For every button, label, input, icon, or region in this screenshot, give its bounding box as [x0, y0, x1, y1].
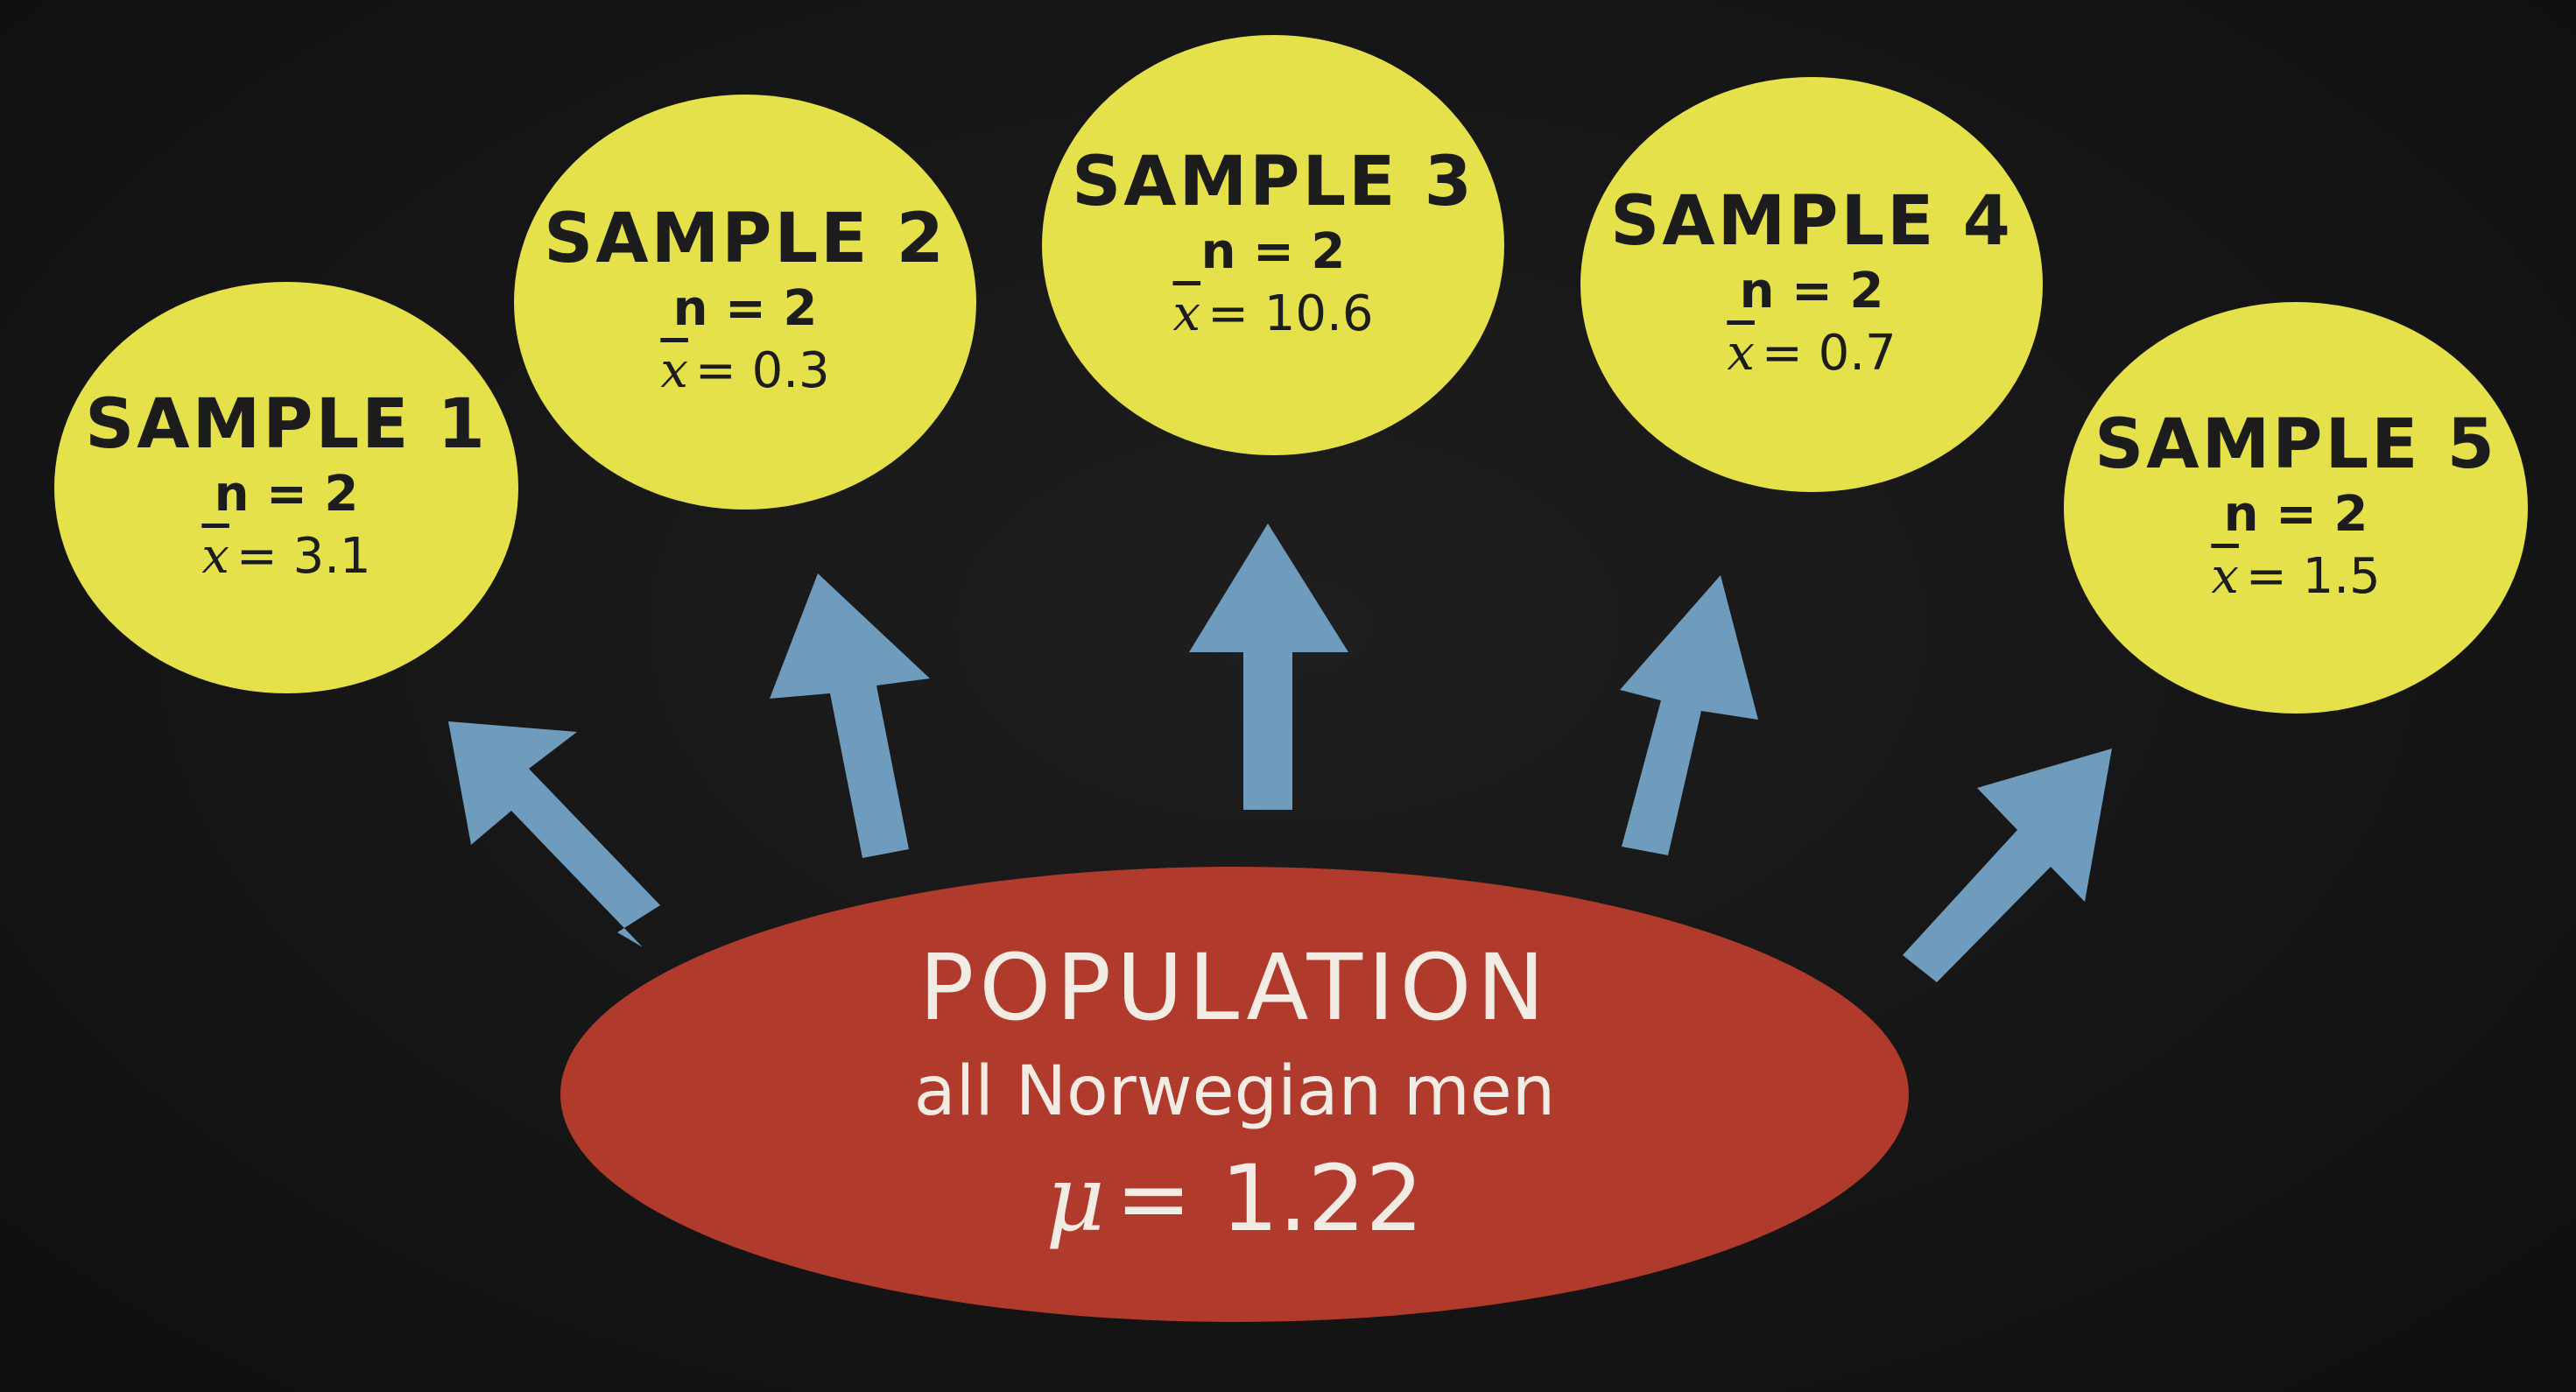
sample-3-mean: x = 10.6	[1172, 285, 1373, 343]
sample-3-title: SAMPLE 3	[1072, 142, 1475, 221]
sample-2-mean-value: = 0.3	[694, 342, 830, 400]
xbar-symbol: x	[201, 528, 229, 586]
sample-2-circle: SAMPLE 2 n = 2 x = 0.3	[514, 95, 976, 510]
sample-3-n: n = 2	[1200, 222, 1346, 280]
population-ellipse: POPULATION all Norwegian men μ = 1.22	[560, 867, 1909, 1322]
xbar-symbol: x	[2211, 548, 2239, 606]
sample-2-title: SAMPLE 2	[544, 199, 947, 278]
arrow-to-sample-4	[1620, 575, 1758, 855]
sample-4-n: n = 2	[1739, 262, 1884, 320]
population-mean-value: = 1.22	[1115, 1144, 1424, 1252]
sample-5-circle: SAMPLE 5 n = 2 x = 1.5	[2064, 302, 2528, 714]
population-subtitle: all Norwegian men	[913, 1051, 1556, 1131]
sample-4-mean-value: = 0.7	[1761, 325, 1897, 383]
sample-1-mean-value: = 3.1	[236, 528, 371, 586]
xbar-symbol: x	[1172, 285, 1201, 343]
arrow-to-sample-5	[1903, 749, 2112, 982]
sample-1-n: n = 2	[214, 465, 359, 523]
population-title: POPULATION	[918, 934, 1551, 1042]
xbar-symbol: x	[1727, 325, 1755, 383]
sample-1-circle: SAMPLE 1 n = 2 x = 3.1	[54, 282, 518, 693]
population-mean: μ = 1.22	[1045, 1142, 1423, 1255]
sample-4-title: SAMPLE 4	[1610, 181, 2013, 261]
sample-4-mean: x = 0.7	[1727, 324, 1896, 383]
sample-4-circle: SAMPLE 4 n = 2 x = 0.7	[1580, 77, 2043, 492]
sample-1-mean: x = 3.1	[201, 527, 370, 586]
sample-1-title: SAMPLE 1	[85, 384, 488, 464]
xbar-symbol: x	[660, 342, 688, 400]
arrow-to-sample-3	[1189, 524, 1348, 810]
sample-5-mean-value: = 1.5	[2245, 548, 2381, 606]
sample-5-title: SAMPLE 5	[2094, 404, 2497, 484]
sample-3-mean-value: = 10.6	[1207, 285, 1374, 343]
arrow-to-sample-2	[770, 573, 930, 858]
mu-symbol: μ	[1045, 1144, 1105, 1252]
sample-2-mean: x = 0.3	[660, 341, 829, 400]
sample-5-mean: x = 1.5	[2211, 547, 2380, 606]
arrow-to-sample-1	[448, 721, 660, 947]
sample-3-circle: SAMPLE 3 n = 2 x = 10.6	[1042, 35, 1504, 455]
sample-2-n: n = 2	[672, 279, 818, 337]
sample-5-n: n = 2	[2223, 485, 2368, 543]
